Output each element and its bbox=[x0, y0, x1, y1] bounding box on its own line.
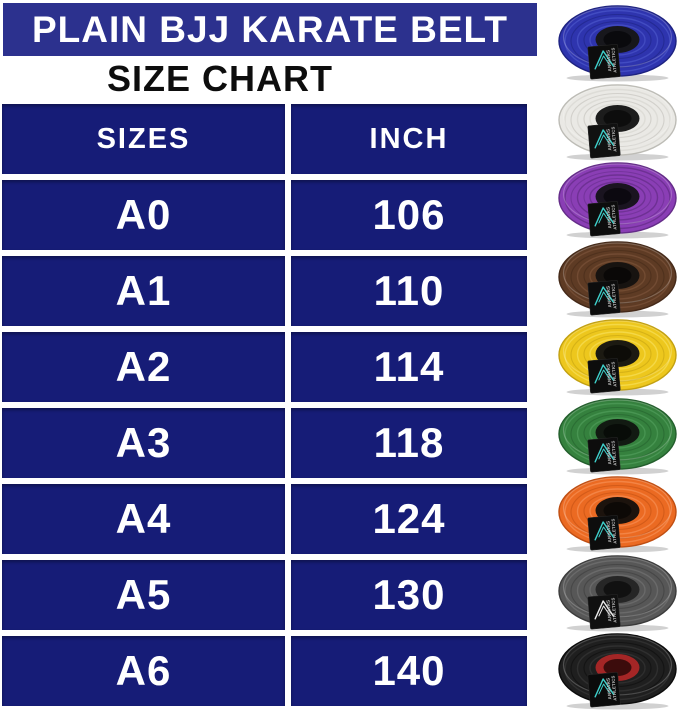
page-title: PLAIN BJJ KARATE BELT bbox=[32, 8, 508, 50]
inch-cell: 140 bbox=[291, 636, 527, 706]
brand-label-tag bbox=[587, 436, 621, 472]
brand-triangle-icon bbox=[594, 285, 615, 306]
brand-name-line2: ATHLETICS bbox=[610, 126, 617, 152]
brand-triangle-inner-icon bbox=[598, 369, 610, 381]
brand-name-line1: ANWARS bbox=[606, 520, 613, 542]
brand-label: ANWARS ATHLETICS bbox=[587, 593, 621, 629]
col-header-inch: INCH bbox=[291, 104, 527, 174]
inch-cell: 124 bbox=[291, 484, 527, 554]
belt-hole-center bbox=[603, 502, 632, 519]
belt-hole-center bbox=[603, 266, 632, 284]
brand-name-line2: ATHLETICS bbox=[610, 283, 617, 309]
brand-triangle-inner-icon bbox=[598, 526, 610, 538]
brand-triangle-inner-icon bbox=[598, 212, 610, 224]
size-cell: A4 bbox=[2, 484, 285, 554]
brand-label: ANWARS ATHLETICS bbox=[587, 122, 621, 158]
brand-label-tag bbox=[587, 358, 621, 394]
brand-label-tag bbox=[587, 122, 621, 158]
inch-cell: 114 bbox=[291, 332, 527, 402]
gray-belt-roll: ANWARS ATHLETICS bbox=[558, 554, 677, 631]
size-cell: A6 bbox=[2, 636, 285, 706]
black-belt-roll: ANWARS ATHLETICS bbox=[558, 633, 677, 710]
col-header-sizes: SIZES bbox=[2, 104, 285, 174]
brand-label: ANWARS ATHLETICS bbox=[587, 672, 621, 708]
blue-belt-roll: ANWARS ATHLETICS bbox=[558, 5, 677, 82]
size-cell: A5 bbox=[2, 560, 285, 630]
belt-hole-center bbox=[603, 659, 632, 676]
belt-hole-center bbox=[603, 188, 632, 205]
brand-triangle-icon bbox=[594, 442, 615, 463]
white-belt-roll: ANWARS ATHLETICS bbox=[558, 83, 677, 160]
belt-hole-center bbox=[603, 31, 632, 48]
brand-label-tag bbox=[587, 44, 621, 80]
brand-triangle-inner-icon bbox=[598, 683, 610, 695]
brand-label: ANWARS ATHLETICS bbox=[587, 515, 621, 551]
brand-name-line1: ANWARS bbox=[606, 442, 613, 464]
orange-belt-roll: ANWARS ATHLETICS bbox=[558, 476, 677, 553]
brand-name-line2: ATHLETICS bbox=[610, 47, 617, 73]
belt-color-stack: ANWARS ATHLETICS ANWARS ATHLETICS bbox=[556, 4, 679, 711]
brand-label: ANWARS ATHLETICS bbox=[587, 358, 621, 394]
brand-label-tag bbox=[587, 515, 621, 551]
brand-name-line2: ATHLETICS bbox=[610, 440, 617, 466]
brand-triangle-icon bbox=[594, 599, 615, 620]
brand-name-line1: ANWARS bbox=[606, 677, 613, 699]
size-cell: A3 bbox=[2, 408, 285, 478]
brand-label: ANWARS ATHLETICS bbox=[587, 44, 621, 80]
brown-belt-roll: ANWARS ATHLETICS bbox=[558, 240, 677, 317]
brand-name-line2: ATHLETICS bbox=[610, 518, 617, 544]
belt-hole-center bbox=[603, 109, 632, 127]
brand-triangle-inner-icon bbox=[598, 605, 610, 616]
brand-name-line2: ATHLETICS bbox=[610, 361, 617, 387]
inch-cell: 130 bbox=[291, 560, 527, 630]
brand-label-tag bbox=[587, 279, 621, 315]
size-cell: A2 bbox=[2, 332, 285, 402]
belt-hole-center bbox=[603, 345, 632, 362]
brand-name-line1: ANWARS bbox=[606, 285, 613, 307]
brand-label-tag bbox=[587, 672, 621, 708]
belt-hole-center bbox=[603, 580, 632, 598]
brand-label: ANWARS ATHLETICS bbox=[587, 436, 621, 472]
title-banner: PLAIN BJJ KARATE BELT bbox=[3, 3, 537, 56]
green-belt-roll: ANWARS ATHLETICS bbox=[558, 397, 677, 474]
brand-name-line1: ANWARS bbox=[606, 128, 613, 150]
brand-triangle-inner-icon bbox=[598, 134, 610, 145]
size-cell: A0 bbox=[2, 180, 285, 250]
belt-hole-center bbox=[603, 423, 632, 441]
brand-label-tag bbox=[587, 201, 621, 237]
brand-triangle-inner-icon bbox=[598, 55, 610, 67]
size-chart-subtitle: SIZE CHART bbox=[107, 58, 333, 99]
inch-cell: 118 bbox=[291, 408, 527, 478]
brand-triangle-inner-icon bbox=[598, 291, 610, 302]
brand-label: ANWARS ATHLETICS bbox=[587, 201, 621, 237]
brand-triangle-icon bbox=[594, 128, 615, 149]
brand-triangle-icon bbox=[594, 364, 615, 384]
yellow-belt-roll: ANWARS ATHLETICS bbox=[558, 319, 677, 396]
brand-label: ANWARS ATHLETICS bbox=[587, 279, 621, 315]
inch-cell: 110 bbox=[291, 256, 527, 326]
brand-name-line1: ANWARS bbox=[606, 599, 613, 621]
size-chart-table: SIZES INCH A0 106 A1 110 A2 114 A3 118 A4 124 A5 130 A… bbox=[2, 104, 527, 706]
brand-triangle-inner-icon bbox=[598, 448, 610, 459]
size-cell: A1 bbox=[2, 256, 285, 326]
brand-name-line1: ANWARS bbox=[606, 49, 613, 71]
brand-name-line2: ATHLETICS bbox=[610, 597, 617, 623]
brand-triangle-icon bbox=[594, 207, 615, 227]
brand-name-line2: ATHLETICS bbox=[610, 204, 617, 230]
brand-name-line2: ATHLETICS bbox=[610, 675, 617, 701]
brand-triangle-icon bbox=[594, 678, 615, 698]
inch-cell: 106 bbox=[291, 180, 527, 250]
brand-name-line1: ANWARS bbox=[606, 206, 613, 228]
brand-name-line1: ANWARS bbox=[606, 363, 613, 385]
brand-label-tag bbox=[587, 593, 621, 629]
brand-triangle-icon bbox=[594, 50, 615, 70]
brand-triangle-icon bbox=[594, 521, 615, 541]
purple-belt-roll: ANWARS ATHLETICS bbox=[558, 162, 677, 239]
